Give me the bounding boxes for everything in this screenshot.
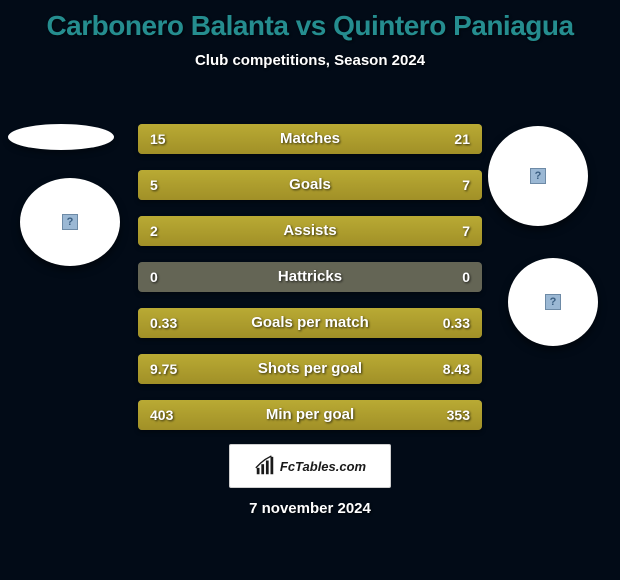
stat-row: 9.758.43Shots per goal <box>138 354 482 384</box>
chart-icon <box>254 455 276 477</box>
avatar-right-top <box>488 126 588 226</box>
missing-image-icon <box>62 214 78 230</box>
stat-label: Matches <box>138 124 482 154</box>
stat-label: Hattricks <box>138 262 482 292</box>
stat-row: 0.330.33Goals per match <box>138 308 482 338</box>
date-label: 7 november 2024 <box>0 500 620 517</box>
stat-row: 27Assists <box>138 216 482 246</box>
avatar-left <box>20 178 120 266</box>
avatar-shadow-left <box>8 124 114 150</box>
stat-row: 1521Matches <box>138 124 482 154</box>
stat-label: Assists <box>138 216 482 246</box>
missing-image-icon <box>545 294 561 310</box>
brand-badge: FcTables.com <box>229 444 391 488</box>
stat-label: Goals per match <box>138 308 482 338</box>
stat-row: 00Hattricks <box>138 262 482 292</box>
comparison-infographic: Carbonero Balanta vs Quintero Paniagua C… <box>0 0 620 580</box>
stat-label: Min per goal <box>138 400 482 430</box>
stat-row: 403353Min per goal <box>138 400 482 430</box>
stat-label: Shots per goal <box>138 354 482 384</box>
avatar-right-bottom <box>508 258 598 346</box>
stats-bars: 1521Matches 57Goals 27Assists 00Hattricks 0.… <box>138 124 482 446</box>
stat-row: 57Goals <box>138 170 482 200</box>
brand-text: FcTables.com <box>280 459 366 474</box>
missing-image-icon <box>530 168 546 184</box>
page-subtitle: Club competitions, Season 2024 <box>0 52 620 69</box>
stat-label: Goals <box>138 170 482 200</box>
page-title: Carbonero Balanta vs Quintero Paniagua <box>0 0 620 42</box>
